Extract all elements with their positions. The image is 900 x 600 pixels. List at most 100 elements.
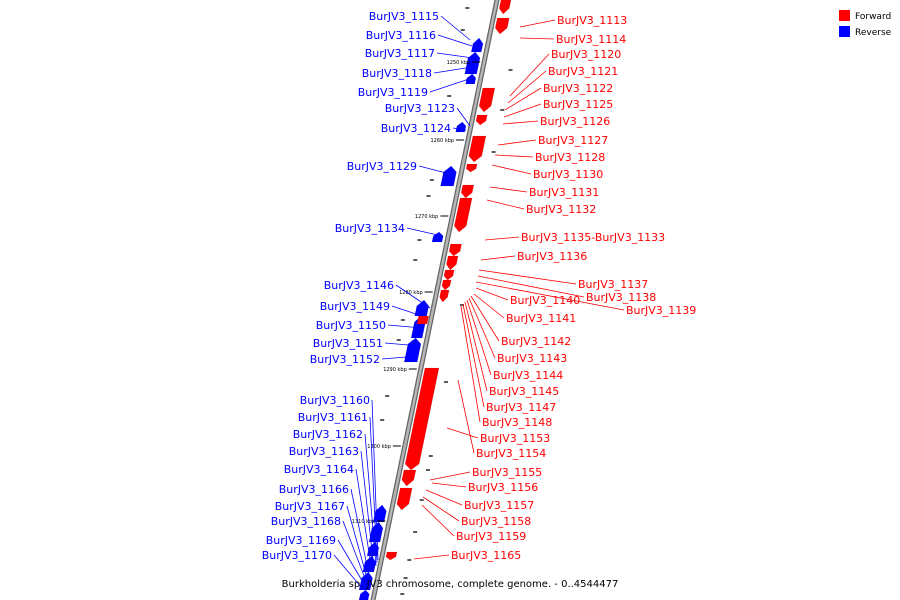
gene-label[interactable]: BurJV3_1151	[313, 337, 383, 350]
gene-label[interactable]: BurJV3_1141	[506, 312, 576, 325]
gene-label[interactable]: BurJV3_1129	[347, 160, 417, 173]
gene-label-leader	[457, 379, 475, 454]
gene-label[interactable]: BurJV3_1164	[284, 463, 354, 476]
gene-label[interactable]: BurJV3_1130	[533, 168, 603, 181]
gene-label[interactable]: BurJV3_1120	[551, 48, 621, 61]
forward-gene-block[interactable]	[498, 0, 512, 15]
gene-label[interactable]: BurJV3_1121	[548, 65, 618, 78]
gene-label[interactable]: BurJV3_1148	[482, 416, 552, 429]
gene-label[interactable]: BurJV3_1156	[468, 481, 538, 494]
reverse-gene-block[interactable]	[440, 165, 457, 187]
gene-label[interactable]: BurJV3_1138	[586, 291, 656, 304]
gene-label[interactable]: BurJV3_1137	[578, 278, 648, 291]
gene-label[interactable]: BurJV3_1126	[540, 115, 610, 128]
gene-label[interactable]: BurJV3_1154	[476, 447, 546, 460]
forward-gene-block[interactable]	[465, 163, 478, 173]
gene-label[interactable]: BurJV3_1135-BurJV3_1133	[521, 231, 665, 244]
gene-label[interactable]: BurJV3_1144	[493, 369, 563, 382]
gene-label-leader	[369, 416, 378, 564]
forward-gene-block[interactable]	[494, 17, 510, 35]
forward-gene-block[interactable]	[443, 269, 455, 281]
gene-label[interactable]: BurJV3_1118	[362, 67, 432, 80]
gene-label[interactable]: BurJV3_1168	[271, 515, 341, 528]
gene-label[interactable]: BurJV3_1114	[556, 33, 626, 46]
reverse-gene-block[interactable]	[455, 121, 467, 133]
reverse-gene-block[interactable]	[470, 37, 484, 53]
gene-label[interactable]: BurJV3_1132	[526, 203, 596, 216]
forward-gene-block[interactable]	[460, 184, 475, 199]
gene-label[interactable]: BurJV3_1152	[310, 353, 380, 366]
gene-label[interactable]: BurJV3_1143	[497, 352, 567, 365]
forward-gene-block[interactable]	[446, 255, 459, 271]
forward-gene-block[interactable]	[448, 243, 462, 257]
gene-label[interactable]: BurJV3_1165	[451, 549, 521, 562]
forward-gene-block[interactable]	[401, 469, 417, 487]
gene-label[interactable]: BurJV3_1155	[472, 466, 542, 479]
gene-label[interactable]: BurJV3_1113	[557, 14, 627, 27]
gene-label[interactable]: BurJV3_1166	[279, 483, 349, 496]
gene-label[interactable]: BurJV3_1131	[529, 186, 599, 199]
gene-label[interactable]: BurJV3_1125	[543, 98, 613, 111]
gene-label[interactable]: BurJV3_1117	[365, 47, 435, 60]
gene-label[interactable]: BurJV3_1145	[489, 385, 559, 398]
gene-label-leader	[422, 496, 460, 522]
forward-gene-block[interactable]	[468, 135, 487, 163]
gene-label-leader	[484, 236, 520, 241]
gene-label[interactable]: BurJV3_1122	[543, 82, 613, 95]
gene-label-leader	[468, 297, 496, 359]
forward-gene-block[interactable]	[416, 315, 430, 325]
gene-label[interactable]: BurJV3_1169	[266, 534, 336, 547]
reverse-gene-block[interactable]	[403, 337, 422, 363]
gene-label[interactable]: BurJV3_1124	[381, 122, 451, 135]
gene-label[interactable]: BurJV3_1159	[456, 530, 526, 543]
gene-label[interactable]: BurJV3_1142	[501, 335, 571, 348]
forward-gene-block[interactable]	[454, 197, 473, 233]
gene-label-leader	[507, 70, 547, 104]
forward-gene-block[interactable]	[439, 289, 450, 303]
gene-label[interactable]: BurJV3_1116	[366, 29, 436, 42]
forward-gene-block[interactable]	[441, 279, 452, 291]
gene-label-leader	[395, 284, 431, 309]
gene-label-leader	[429, 77, 473, 93]
reverse-gene-block[interactable]	[431, 231, 444, 243]
gene-label[interactable]: BurJV3_1161	[298, 411, 368, 424]
gene-label[interactable]: BurJV3_1163	[289, 445, 359, 458]
gene-label[interactable]: BurJV3_1128	[535, 151, 605, 164]
gene-label[interactable]: BurJV3_1146	[324, 279, 394, 292]
tick-label: 1260 kbp	[431, 138, 455, 144]
forward-gene-block[interactable]	[478, 87, 496, 113]
gene-label[interactable]: BurJV3_1123	[385, 102, 455, 115]
gene-label-leader	[519, 19, 556, 28]
gene-label[interactable]: BurJV3_1134	[335, 222, 405, 235]
gene-label[interactable]: BurJV3_1139	[626, 304, 696, 317]
gene-label[interactable]: BurJV3_1170	[262, 549, 332, 562]
forward-gene-block[interactable]	[475, 114, 488, 126]
gene-label-leader	[371, 399, 379, 561]
gene-label[interactable]: BurJV3_1162	[293, 428, 363, 441]
gene-label[interactable]: BurJV3_1140	[510, 294, 580, 307]
gene-label-leader	[452, 127, 467, 131]
gene-label[interactable]: BurJV3_1160	[300, 394, 370, 407]
gene-label[interactable]: BurJV3_1147	[486, 401, 556, 414]
reverse-gene-block[interactable]	[464, 51, 481, 75]
forward-gene-block[interactable]	[385, 551, 398, 561]
gene-label[interactable]: BurJV3_1150	[316, 319, 386, 332]
forward-gene-block[interactable]	[404, 367, 440, 471]
gene-label-leader	[456, 107, 471, 127]
gene-label[interactable]: BurJV3_1153	[480, 432, 550, 445]
reverse-gene-block[interactable]	[465, 73, 477, 85]
gene-label[interactable]: BurJV3_1158	[461, 515, 531, 528]
gene-label[interactable]: BurJV3_1115	[369, 10, 439, 23]
gene-label-leader	[486, 199, 525, 210]
reverse-gene-block[interactable]	[358, 589, 370, 600]
gene-label[interactable]: BurJV3_1119	[358, 86, 428, 99]
gene-label[interactable]: BurJV3_1136	[517, 250, 587, 263]
gene-label[interactable]: BurJV3_1167	[275, 500, 345, 513]
gene-label-leader	[431, 482, 467, 488]
gene-label[interactable]: BurJV3_1149	[320, 300, 390, 313]
gene-label[interactable]: BurJV3_1127	[538, 134, 608, 147]
gene-label-leader	[502, 120, 539, 125]
gene-label[interactable]: BurJV3_1157	[464, 499, 534, 512]
forward-gene-block[interactable]	[396, 487, 413, 511]
